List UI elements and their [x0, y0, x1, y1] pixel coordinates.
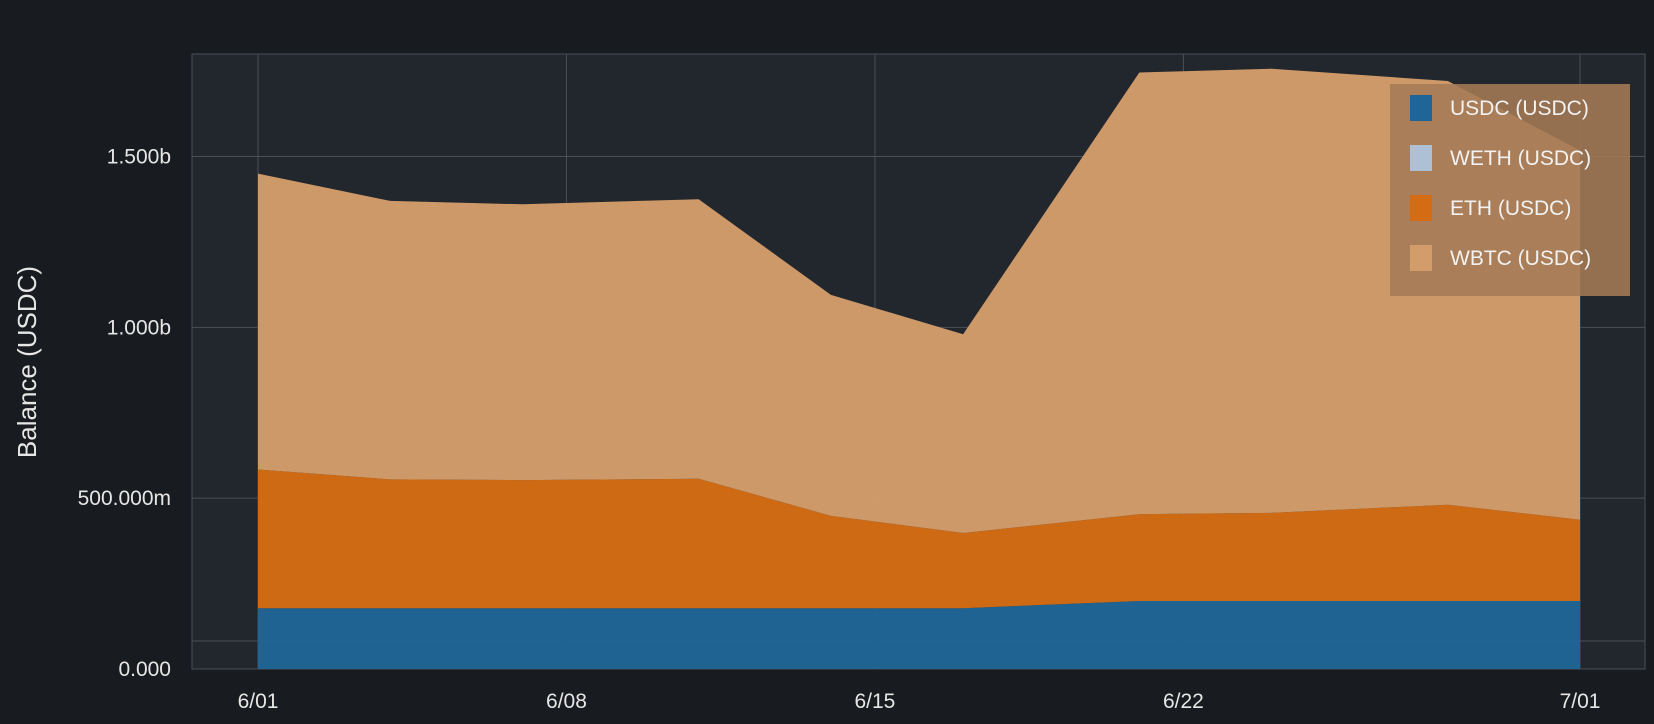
legend-swatch — [1410, 95, 1432, 121]
x-tick-label: 6/08 — [546, 690, 587, 713]
x-tick-label: 6/01 — [238, 690, 279, 713]
area-series-eth — [258, 469, 1580, 609]
legend-label: WBTC (USDC) — [1450, 247, 1591, 270]
legend-label: USDC (USDC) — [1450, 97, 1589, 120]
area-layer — [258, 68, 1580, 669]
area-series-usdc — [258, 601, 1580, 669]
y-tick-label: 1.500b — [107, 146, 171, 169]
legend-label: ETH (USDC) — [1450, 197, 1571, 220]
legend-swatch — [1410, 145, 1432, 171]
legend-label: WETH (USDC) — [1450, 147, 1591, 170]
axis-layer: 6/01 6/08 6/15 6/22 7/01 0.000 500.000m 1.000b 1… — [78, 146, 1601, 714]
x-tick-label: 6/15 — [854, 690, 895, 713]
legend-swatch — [1410, 195, 1432, 221]
y-tick-label: 1.000b — [107, 316, 171, 339]
x-tick-label: 6/22 — [1163, 690, 1204, 713]
x-tick-label: 7/01 — [1560, 690, 1601, 713]
area-series-wbtc — [258, 68, 1580, 533]
y-axis-label: Balance (USDC) — [12, 266, 42, 458]
legend: USDC (USDC) WETH (USDC) ETH (USDC) WBTC (US… — [1390, 84, 1630, 296]
y-tick-label: 500.000m — [78, 487, 171, 510]
legend-swatch — [1410, 245, 1432, 271]
y-tick-label: 0.000 — [118, 658, 171, 681]
